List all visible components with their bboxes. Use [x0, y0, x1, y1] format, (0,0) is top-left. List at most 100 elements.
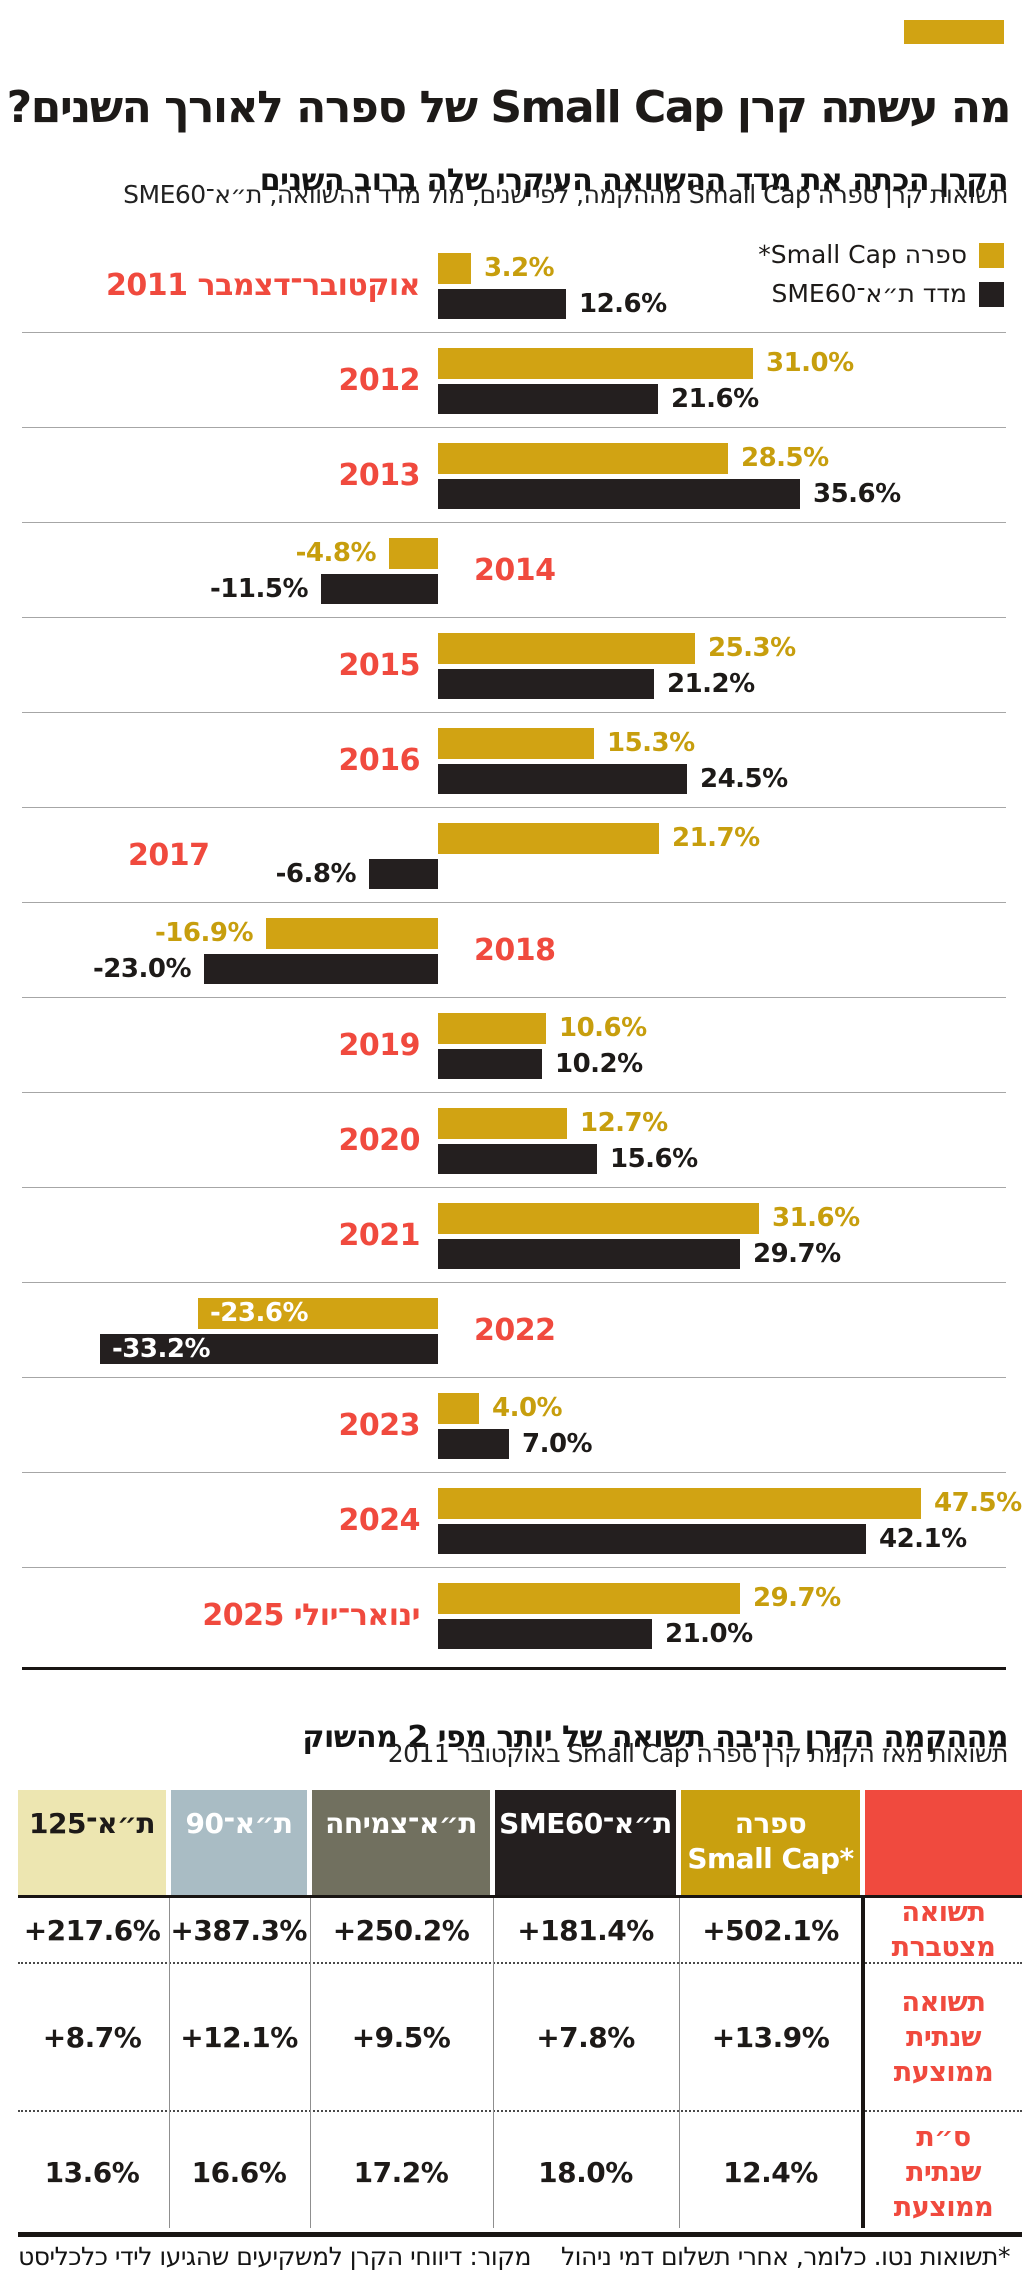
- chart-row: 2024 47.5% 42.1%: [0, 1473, 1024, 1568]
- column-divider-line: [492, 1898, 494, 2228]
- table-value: +250.2%: [332, 1913, 470, 1947]
- bar-value-label: -6.8%: [275, 859, 357, 889]
- bar-value-label: 7.0%: [522, 1429, 593, 1459]
- table-title: מההקמה הקרן הניבה תשואה של יותר מפי 2 מה…: [302, 1719, 1008, 1755]
- header-label-line: ת״א־SME60: [499, 1807, 672, 1840]
- year-label: ינואר־יולי 2025: [202, 1598, 420, 1633]
- sme60-bar: [438, 669, 654, 699]
- sme60-bar: [100, 1334, 438, 1364]
- row-label-line: ממוצעת: [893, 2056, 994, 2088]
- legend-item-sphera: ספרה Small Cap*: [758, 242, 1004, 268]
- sme60-bar: [438, 479, 800, 509]
- row-label: תשואה מצטברת: [865, 1895, 1022, 1965]
- sphera-bar: [438, 1393, 479, 1424]
- sphera-bar: [438, 1583, 740, 1614]
- legend-label: ספרה Small Cap*: [758, 240, 967, 269]
- header-label-line: ת״א־90: [185, 1807, 293, 1840]
- sphera-bar: [438, 253, 471, 284]
- table-header-sphera-small-cap: ספרה *Small Cap: [681, 1790, 860, 1895]
- bar-value-label: 25.3%: [708, 633, 796, 663]
- table-value-cell: 18.0%: [495, 2156, 676, 2189]
- sme60-bar: [438, 384, 658, 414]
- table-subtitle: תשואות מאז הקמת קרן ספרה Small Cap באוקט…: [387, 1739, 1009, 1768]
- column-divider-line: [678, 1898, 680, 2228]
- bar-value-label: 10.2%: [555, 1049, 643, 1079]
- bar-value-label: 21.0%: [665, 1619, 753, 1649]
- table-body: תשואה מצטברת +502.1% +181.4% +250.2% +387.3% +…: [18, 1895, 1022, 2237]
- bar-value-label: 35.6%: [813, 479, 901, 509]
- column-divider-line: [168, 1898, 170, 2228]
- comparison-table: ספרה *Small Cap ת״א־SME60 ת״א־צמיחה ת״א־90 ת״…: [18, 1790, 1022, 2237]
- table-value-cell: +7.8%: [495, 2021, 676, 2054]
- row-label-line: שנתית: [905, 2021, 982, 2053]
- sphera-bar: [438, 1203, 759, 1234]
- chart-row: 2019 10.6% 10.2%: [0, 998, 1024, 1093]
- sme60-bar: [438, 1429, 509, 1459]
- bar-value-label: 4.0%: [492, 1393, 563, 1423]
- table-value-cell: 13.6%: [18, 2156, 166, 2189]
- sme60-bar: [438, 764, 687, 794]
- bar-value-label: 24.5%: [700, 764, 788, 794]
- bar-value-label: 21.7%: [672, 823, 760, 853]
- sme60-bar: [438, 289, 566, 319]
- table-value: 16.6%: [191, 2155, 287, 2189]
- table-row: תשואה מצטברת +502.1% +181.4% +250.2% +387.3% +…: [18, 1895, 1022, 1965]
- chart-row: 2023 4.0% 7.0%: [0, 1378, 1024, 1473]
- chart-row: 2012 31.0% 21.6%: [0, 333, 1024, 428]
- chart-description: תשואות קרן ספרה Small Cap מההקמה, לפי שנ…: [123, 180, 1008, 209]
- chart-row: 2021 31.6% 29.7%: [0, 1188, 1024, 1283]
- sphera-bar: [438, 823, 659, 854]
- table-value: +387.3%: [170, 1913, 307, 1947]
- year-label: 2019: [338, 1028, 421, 1063]
- header-label-line: ת״א־125: [29, 1807, 155, 1840]
- chart-row: ינואר־יולי 2025 29.7% 21.0%: [0, 1568, 1024, 1670]
- year-label: 2022: [474, 1313, 556, 1348]
- table-row: תשואה שנתית ממוצעת +13.9% +7.8% +9.5% +12.1% +8…: [18, 1964, 1022, 2112]
- chart-legend: ספרה Small Cap* מדד ת״א־SME60: [758, 242, 1004, 307]
- bar-value-label: -16.9%: [155, 918, 254, 948]
- table-value: 13.6%: [44, 2155, 140, 2189]
- table-value-cell: 17.2%: [312, 2156, 490, 2189]
- year-label: 2014: [474, 553, 556, 588]
- sme60-bar: [321, 574, 438, 604]
- sme60-bar: [438, 1239, 740, 1269]
- year-label: 2015: [338, 648, 421, 683]
- bar-value-label: 15.6%: [610, 1144, 698, 1174]
- table-value-cell: +502.1%: [681, 1914, 860, 1947]
- chart-row: 2022 -23.6% -33.2%: [0, 1283, 1024, 1378]
- table-header-ta-125: ת״א־125: [18, 1790, 166, 1895]
- sphera-bar: [438, 1108, 567, 1139]
- sme60-bar: [369, 859, 438, 889]
- sme60-bar: [204, 954, 438, 984]
- row-label-line: תשואה: [901, 1986, 986, 2018]
- header-label-line: *Small Cap: [687, 1842, 854, 1875]
- bar-value-label: 31.6%: [772, 1203, 860, 1233]
- table-value-cell: +181.4%: [495, 1914, 676, 1947]
- row-label: ס״ת שנתית ממוצעת: [865, 2120, 1022, 2225]
- bar-value-label: 3.2%: [484, 253, 555, 283]
- table-header-label-cell: [865, 1790, 1022, 1895]
- table-value: 17.2%: [353, 2155, 449, 2189]
- sphera-bar: [266, 918, 438, 949]
- sphera-bar: [438, 728, 594, 759]
- bar-value-label: -11.5%: [210, 574, 309, 604]
- header-label-line: ת״א־צמיחה: [325, 1807, 477, 1840]
- legend-item-sme60: מדד ת״א־SME60: [758, 281, 1004, 307]
- bar-value-label: 29.7%: [753, 1583, 841, 1613]
- table-value-cell: 12.4%: [681, 2156, 860, 2189]
- year-label: 2017: [128, 838, 210, 873]
- bar-value-label: 21.6%: [671, 384, 759, 414]
- table-value-cell: +217.6%: [18, 1914, 166, 1947]
- bar-value-label: -23.6%: [210, 1298, 309, 1328]
- table-value: +12.1%: [180, 2020, 298, 2054]
- bar-value-label: 15.3%: [607, 728, 695, 758]
- bar-value-label: -33.2%: [112, 1334, 211, 1364]
- year-label: 2012: [338, 363, 421, 398]
- year-label: 2021: [338, 1218, 421, 1253]
- chart-row: 2018 -16.9% -23.0%: [0, 903, 1024, 998]
- table-value-cell: +9.5%: [312, 2021, 490, 2054]
- table-value: +13.9%: [711, 2020, 830, 2054]
- column-divider-line: [309, 1898, 311, 2228]
- table-value: +9.5%: [351, 2020, 451, 2054]
- bar-value-label: 10.6%: [559, 1013, 647, 1043]
